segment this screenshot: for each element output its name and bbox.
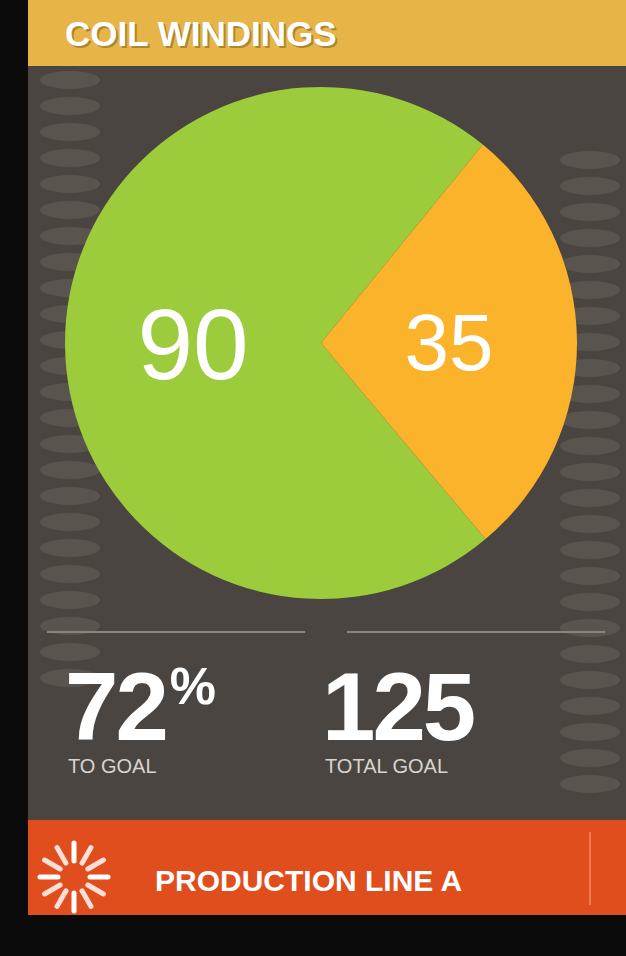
stat-divider xyxy=(347,631,605,633)
spinner-ray xyxy=(88,860,104,869)
stat: 125TOTAL GOAL xyxy=(322,632,605,777)
insulator-disc xyxy=(40,539,100,557)
pie-slice xyxy=(321,145,577,539)
insulator-disc xyxy=(560,411,620,429)
insulator-disc xyxy=(560,515,620,533)
spinner-ray xyxy=(72,893,77,911)
spinner-ray xyxy=(40,875,58,880)
spinner-ray xyxy=(88,885,104,894)
insulator-disc xyxy=(40,123,100,141)
spinner-ray xyxy=(72,843,77,861)
footer-divider xyxy=(589,832,591,905)
header-bar xyxy=(28,0,626,66)
title: COIL WINDINGS xyxy=(65,14,337,53)
insulator-disc xyxy=(560,593,620,611)
panel xyxy=(28,0,626,915)
slices xyxy=(65,87,577,599)
dashboard: COIL WINDINGSCOIL WINDINGS903572%TO GOAL… xyxy=(0,0,626,956)
spinner-ray xyxy=(82,891,91,907)
stat-value: 72% xyxy=(65,653,215,760)
insulator-disc xyxy=(40,97,100,115)
spinner-ray xyxy=(45,885,61,894)
insulator-disc xyxy=(560,567,620,585)
footer-bar xyxy=(28,820,626,915)
insulator-disc xyxy=(560,697,620,715)
insulator-disc xyxy=(560,749,620,767)
spinner-icon xyxy=(40,843,108,911)
insulator-disc xyxy=(40,591,100,609)
insulator-disc xyxy=(560,151,620,169)
insulator-disc xyxy=(560,671,620,689)
insulator-disc xyxy=(560,489,620,507)
insulator-disc xyxy=(40,461,100,479)
data-label: 35 xyxy=(405,298,494,387)
pie: 90 35 xyxy=(65,87,577,599)
background-decor xyxy=(40,71,620,793)
insulator-disc xyxy=(560,229,620,247)
spinner-ray xyxy=(90,875,108,880)
insulator-disc xyxy=(40,149,100,167)
data-label: 90 xyxy=(137,288,248,400)
insulator-disc xyxy=(40,175,100,193)
spinner-ray xyxy=(82,848,91,864)
insulator-disc xyxy=(40,71,100,89)
bezel xyxy=(0,0,626,956)
stat-label: TOTAL GOAL xyxy=(325,755,448,777)
stat: 72%TO GOAL xyxy=(47,632,305,777)
insulator-disc xyxy=(560,645,620,663)
footer-label: PRODUCTION LINE A xyxy=(155,864,462,897)
insulator-disc xyxy=(560,775,620,793)
spinner-ray xyxy=(57,848,66,864)
insulator-disc xyxy=(560,177,620,195)
spinner-ray xyxy=(57,891,66,907)
insulator-disc xyxy=(560,723,620,741)
stat-label: TO GOAL xyxy=(68,755,157,777)
stat-divider xyxy=(47,631,305,633)
insulator-disc xyxy=(40,487,100,505)
insulator-disc xyxy=(560,463,620,481)
insulator-disc xyxy=(560,203,620,221)
spinner-ray xyxy=(45,860,61,869)
insulator-disc xyxy=(560,541,620,559)
insulator-disc xyxy=(560,437,620,455)
stat-value: 125 xyxy=(322,653,474,760)
data-labels: 90 35 xyxy=(137,288,493,400)
insulator-disc xyxy=(40,201,100,219)
insulator-disc xyxy=(560,255,620,273)
insulator-disc xyxy=(560,619,620,637)
insulator-disc xyxy=(40,565,100,583)
insulator-disc xyxy=(40,513,100,531)
